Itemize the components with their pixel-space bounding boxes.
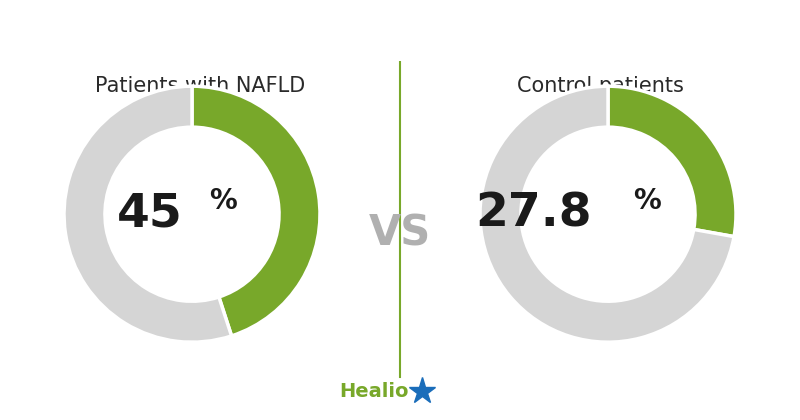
Text: Healio: Healio — [340, 382, 409, 401]
Text: 27.8: 27.8 — [475, 192, 591, 237]
Text: Control patients: Control patients — [517, 76, 683, 96]
Text: %: % — [209, 187, 236, 215]
Text: 45: 45 — [118, 192, 183, 237]
Wedge shape — [64, 86, 231, 342]
Text: Patients with NAFLD: Patients with NAFLD — [95, 76, 305, 96]
Wedge shape — [608, 86, 736, 236]
Text: VS: VS — [369, 212, 431, 254]
Wedge shape — [192, 86, 320, 336]
Wedge shape — [480, 86, 734, 342]
Text: %: % — [634, 187, 662, 215]
Text: Cumulative incidence of severe infection at 20 years among:: Cumulative incidence of severe infection… — [78, 21, 722, 40]
